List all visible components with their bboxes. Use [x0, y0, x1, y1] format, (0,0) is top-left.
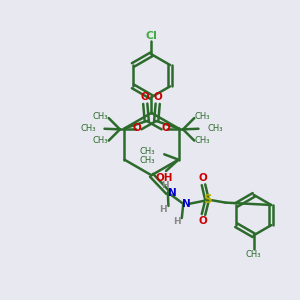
Text: CH₃: CH₃: [207, 124, 223, 133]
Text: CH₃: CH₃: [195, 136, 210, 145]
Text: H: H: [161, 181, 168, 190]
Text: S: S: [203, 193, 212, 206]
Text: O: O: [161, 123, 170, 133]
Text: O: O: [141, 92, 150, 102]
Text: Cl: Cl: [146, 31, 158, 41]
Text: N: N: [182, 199, 191, 209]
Text: O: O: [153, 92, 162, 102]
Text: CH₃: CH₃: [80, 124, 96, 133]
Text: O: O: [199, 216, 207, 226]
Text: N: N: [168, 188, 177, 197]
Text: CH₃: CH₃: [195, 112, 210, 122]
Text: CH₃: CH₃: [246, 250, 262, 259]
Text: OH: OH: [156, 173, 173, 183]
Text: CH₃: CH₃: [93, 112, 108, 122]
Text: H: H: [173, 217, 181, 226]
Text: H: H: [159, 205, 167, 214]
Text: O: O: [133, 123, 142, 133]
Text: CH₃: CH₃: [139, 156, 155, 165]
Text: O: O: [199, 173, 207, 183]
Text: CH₃: CH₃: [93, 136, 108, 145]
Text: CH₃: CH₃: [139, 147, 155, 156]
